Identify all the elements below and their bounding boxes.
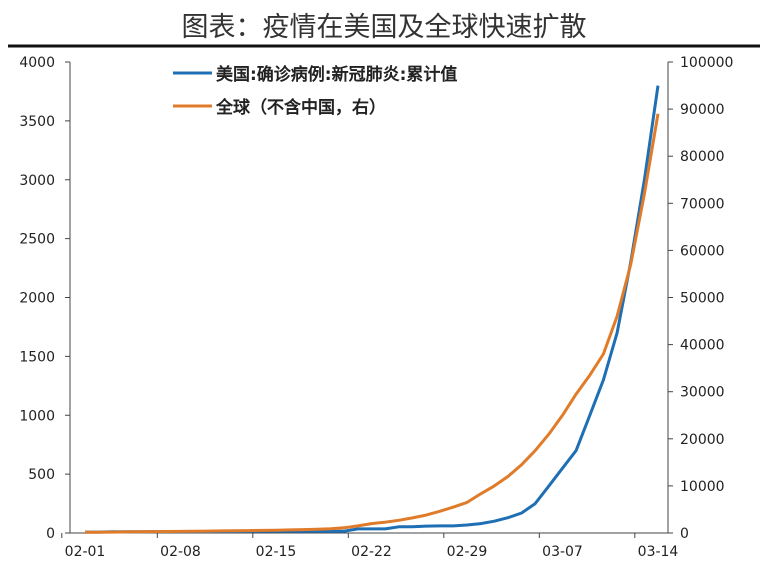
right-tick-label: 50000 xyxy=(680,291,725,307)
x-tick-label: 02-22 xyxy=(351,544,392,560)
x-tick-label: 02-29 xyxy=(447,544,488,560)
left-tick-label: 1500 xyxy=(19,349,55,365)
right-tick-label: 80000 xyxy=(680,149,725,165)
left-tick-label: 3000 xyxy=(19,173,55,189)
x-tick-label: 03-07 xyxy=(542,544,583,560)
right-tick-label: 10000 xyxy=(680,479,725,495)
x-tick-label: 03-14 xyxy=(638,544,679,560)
legend-label-global: 全球（不含中国，右） xyxy=(215,97,386,118)
left-tick-label: 2000 xyxy=(19,291,55,307)
right-tick-label: 0 xyxy=(680,526,689,542)
right-tick-label: 40000 xyxy=(680,338,725,354)
right-tick-label: 60000 xyxy=(680,243,725,259)
x-tick-label: 02-15 xyxy=(256,544,297,560)
series-line-us xyxy=(85,85,660,534)
right-tick-label: 70000 xyxy=(680,196,725,212)
left-tick-label: 3500 xyxy=(19,114,55,130)
left-tick-label: 2500 xyxy=(19,232,55,248)
right-tick-label: 100000 xyxy=(680,55,733,71)
legend-label-us: 美国:确诊病例:新冠肺炎:累计值 xyxy=(216,64,457,85)
left-tick-label: 4000 xyxy=(19,55,55,71)
chart-title: 图表：疫情在美国及全球快速扩散 xyxy=(182,12,587,43)
left-tick-label: 0 xyxy=(46,526,55,542)
series-line-global xyxy=(84,113,660,534)
x-tick-label: 02-08 xyxy=(160,544,201,560)
x-tick-label: 02-01 xyxy=(65,544,106,560)
left-tick-label: 500 xyxy=(28,467,55,483)
right-tick-label: 30000 xyxy=(680,385,725,401)
legend: 美国:确诊病例:新冠肺炎:累计值 全球（不含中国，右） xyxy=(173,64,457,118)
right-tick-label: 20000 xyxy=(680,432,725,448)
left-tick-label: 1000 xyxy=(19,408,55,424)
right-tick-label: 90000 xyxy=(680,102,725,118)
